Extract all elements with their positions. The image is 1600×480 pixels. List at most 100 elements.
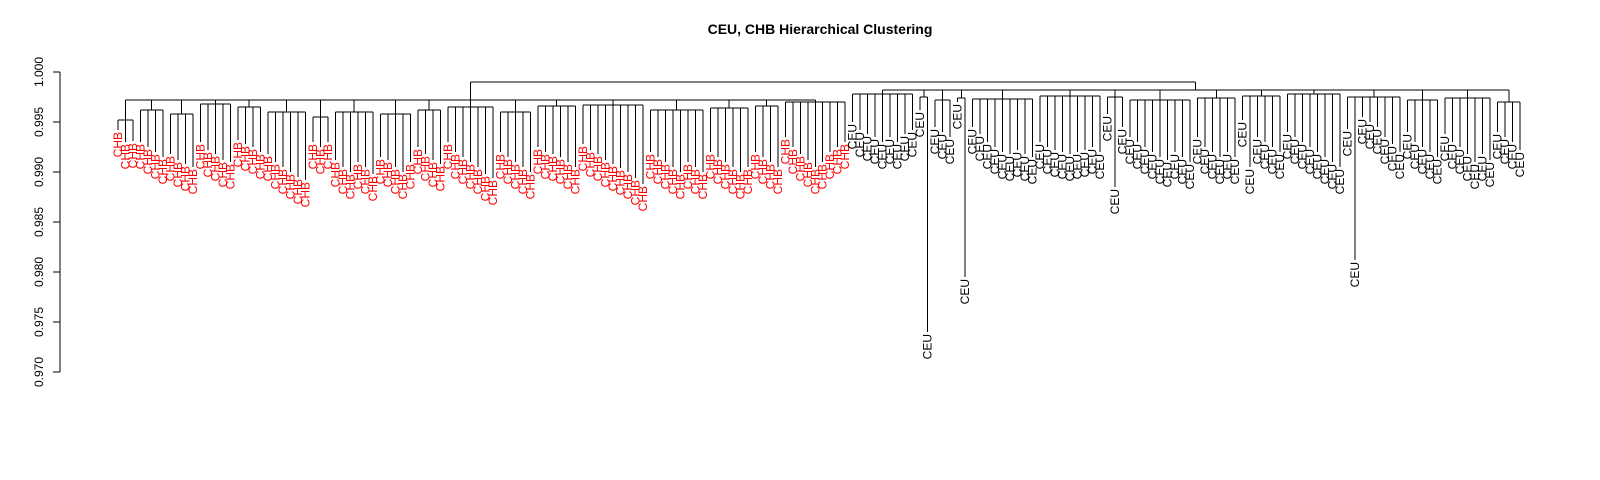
leaf-label: CHB xyxy=(553,159,567,184)
leaf-label: CEU xyxy=(1063,156,1077,181)
leaf-label: CHB xyxy=(433,166,447,191)
leaf-label: CHB xyxy=(343,174,357,199)
leaf-label: CEU xyxy=(973,136,987,161)
leaf-label: CEU xyxy=(1431,159,1445,184)
leaf-label: CHB xyxy=(463,164,477,189)
leaf-label: CHB xyxy=(478,176,492,201)
leaf-label: CHB xyxy=(246,149,260,174)
leaf-label: CHB xyxy=(666,169,680,194)
y-tick-label: 0.985 xyxy=(32,207,46,237)
leaf-label: CEU xyxy=(906,132,920,157)
leaf-label: CEU xyxy=(1423,154,1437,179)
leaf-label: CHB xyxy=(381,162,395,187)
leaf-label: CHB xyxy=(171,162,185,187)
leaf-label: CEU xyxy=(1033,144,1047,169)
leaf-label: CEU xyxy=(1513,152,1527,177)
leaf-label: CEU xyxy=(1071,154,1085,179)
leaf-label: CHB xyxy=(118,144,132,169)
leaf-label: CEU xyxy=(1303,149,1317,174)
y-tick-label: 0.970 xyxy=(32,357,46,387)
leaf-label: CEU xyxy=(1341,131,1355,156)
chart-title: CEU, CHB Hierarchical Clustering xyxy=(708,21,933,37)
leaf-label: CEU xyxy=(898,136,912,161)
leaf-label: CHB xyxy=(141,149,155,174)
leaf-label: CEU xyxy=(1371,129,1385,154)
leaf-label: CHB xyxy=(711,159,725,184)
y-tick-label: 0.995 xyxy=(32,107,46,137)
leaf-label: CEU xyxy=(1198,149,1212,174)
leaf-label: CHB xyxy=(606,166,620,191)
leaf-label: CHB xyxy=(771,169,785,194)
leaf-label: CEU xyxy=(1461,156,1475,181)
leaf-label: CHB xyxy=(823,154,837,179)
leaf-label: CHB xyxy=(336,169,350,194)
leaf-label: CHB xyxy=(148,154,162,179)
leaf-label: CHB xyxy=(816,164,830,189)
leaf-label: CEU xyxy=(1161,162,1175,187)
leaf-label: CHB xyxy=(283,174,297,199)
leaf-label: CEU xyxy=(1048,152,1062,177)
leaf-label: CEU xyxy=(1281,134,1295,159)
leaf-label: CEU xyxy=(1011,152,1025,177)
leaf-label: CHB xyxy=(591,156,605,181)
leaf-label: CHB xyxy=(313,149,327,174)
leaf-label: CHB xyxy=(298,182,312,207)
leaf-label: CEU xyxy=(1221,154,1235,179)
leaf-label: CEU xyxy=(1311,154,1325,179)
leaf-label: CEU xyxy=(1078,152,1092,177)
leaf-label: CEU xyxy=(876,144,890,169)
leaf-label: CHB xyxy=(801,162,815,187)
leaf-label: CEU xyxy=(1101,116,1115,141)
leaf-label: CEU xyxy=(1393,154,1407,179)
leaf-label: CEU xyxy=(1333,169,1347,194)
leaf-label: CHB xyxy=(643,154,657,179)
leaf-label: CEU xyxy=(1206,154,1220,179)
leaf-label: CEU xyxy=(1258,144,1272,169)
leaf-label: CEU xyxy=(1056,154,1070,179)
leaf-label: CHB xyxy=(808,169,822,194)
leaf-label: CEU xyxy=(1116,129,1130,154)
leaf-label: CEU xyxy=(1296,144,1310,169)
leaf-label: CHB xyxy=(126,143,140,168)
leaf-label: CHB xyxy=(493,154,507,179)
leaf-label: CHB xyxy=(223,164,237,189)
leaf-label: CEU xyxy=(1401,134,1415,159)
leaf-label: CEU xyxy=(1386,146,1400,171)
leaf-label: CHB xyxy=(568,169,582,194)
leaf-label: CEU xyxy=(1491,134,1505,159)
leaf-label: CHB xyxy=(321,144,335,169)
leaf-label: CHB xyxy=(456,159,470,184)
leaf-label: CHB xyxy=(193,144,207,169)
leaf-label: CHB xyxy=(628,180,642,205)
leaf-label: CHB xyxy=(201,152,215,177)
leaf-label: CEU xyxy=(966,129,980,154)
leaf-label: CEU xyxy=(1266,149,1280,174)
leaf-label: CEU xyxy=(1476,156,1490,181)
y-tick-label: 1.000 xyxy=(32,57,46,87)
leaf-label: CHB xyxy=(718,164,732,189)
leaf-label: CHB xyxy=(531,149,545,174)
leaf-label: CEU xyxy=(1018,156,1032,181)
leaf-label: CEU xyxy=(913,112,927,137)
leaf-label: CEU xyxy=(928,129,942,154)
leaf-label: CEU xyxy=(1453,149,1467,174)
leaf-label: CEU xyxy=(958,279,972,304)
leaf-label: CHB xyxy=(276,169,290,194)
leaf-label: CHB xyxy=(793,156,807,181)
leaf-label: CHB xyxy=(613,170,627,195)
leaf-label: CHB xyxy=(366,176,380,201)
leaf-label: CHB xyxy=(418,156,432,181)
leaf-label: CHB xyxy=(583,152,597,177)
leaf-label: CHB xyxy=(546,156,560,181)
y-axis: 0.970 0.975 0.980 0.985 0.990 0.995 1.000 xyxy=(32,57,61,387)
leaf-label: CHB xyxy=(253,154,267,179)
leaf-label: CHB xyxy=(621,174,635,199)
leaf-label: CHB xyxy=(216,162,230,187)
leaf-label: CHB xyxy=(208,156,222,181)
y-tick-label: 0.980 xyxy=(32,257,46,287)
leaf-label: CEU xyxy=(1483,162,1497,187)
leaf-label: CEU xyxy=(1123,139,1137,164)
leaf-label: CEU xyxy=(1236,122,1250,147)
leaf-label: CHB xyxy=(163,156,177,181)
